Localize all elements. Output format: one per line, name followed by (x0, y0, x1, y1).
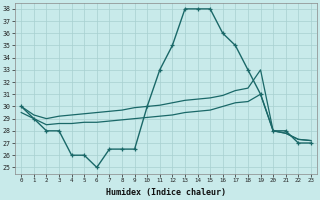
X-axis label: Humidex (Indice chaleur): Humidex (Indice chaleur) (106, 188, 226, 197)
